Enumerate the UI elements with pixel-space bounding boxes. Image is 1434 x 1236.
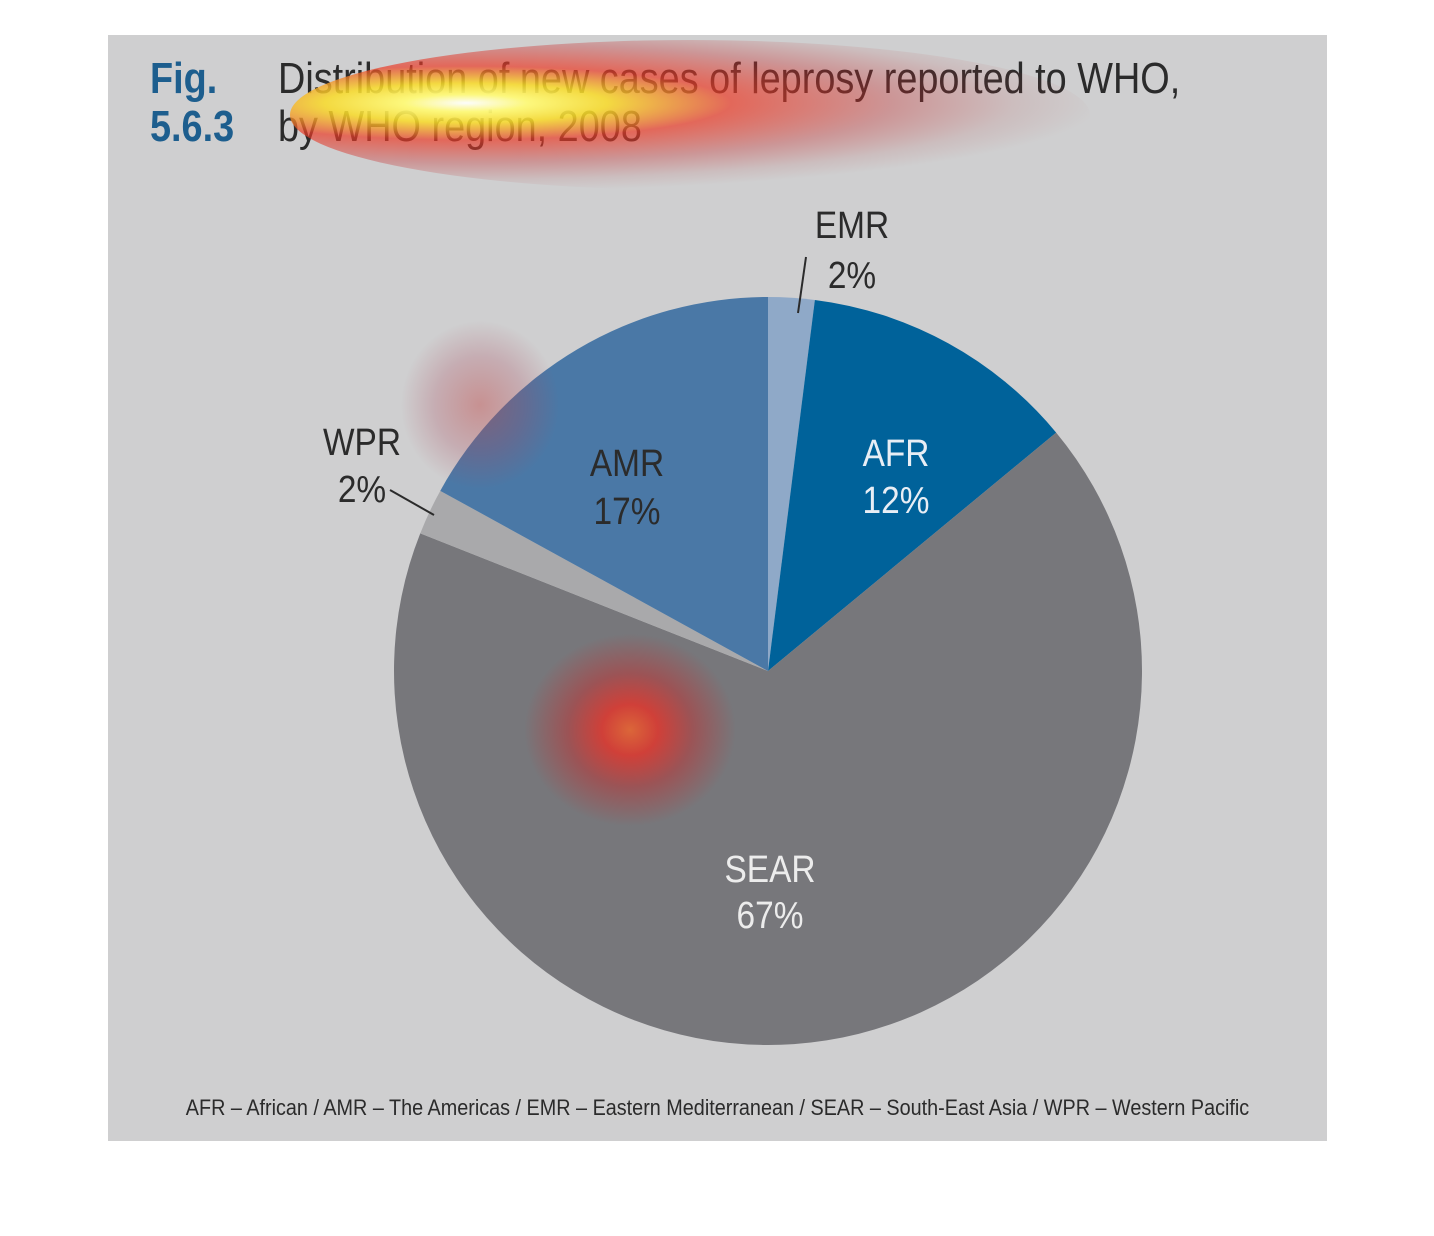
slice-label-wpr: WPR: [323, 421, 401, 463]
slice-value-wpr: 2%: [338, 468, 386, 510]
slice-value-amr: 17%: [594, 490, 661, 532]
pie-slice-amr: [440, 297, 768, 671]
slice-label-sear: SEAR: [724, 848, 815, 890]
slice-value-sear: 67%: [737, 894, 804, 936]
slice-label-emr: EMR: [815, 204, 889, 246]
pie-slices: [393, 297, 1142, 1046]
figure-panel: Fig. 5.6.3 Distribution of new cases of …: [108, 35, 1327, 1141]
slice-label-amr: AMR: [590, 442, 664, 484]
leader-line-wpr: [389, 489, 435, 516]
leader-line-emr: [797, 256, 807, 314]
figure-number: Fig. 5.6.3: [150, 54, 235, 151]
pie-slice-afr: [768, 299, 1057, 671]
pie-slice-wpr: [420, 490, 768, 671]
slice-value-afr: 12%: [863, 479, 930, 521]
footnote: AFR – African / AMR – The Americas / EMR…: [185, 1095, 1250, 1120]
pie-slice-emr: [768, 297, 815, 671]
slice-label-afr: AFR: [863, 432, 930, 474]
slice-value-emr: 2%: [828, 254, 876, 296]
pie-slice-sear: [393, 432, 1142, 1046]
leader-lines: [389, 256, 807, 516]
